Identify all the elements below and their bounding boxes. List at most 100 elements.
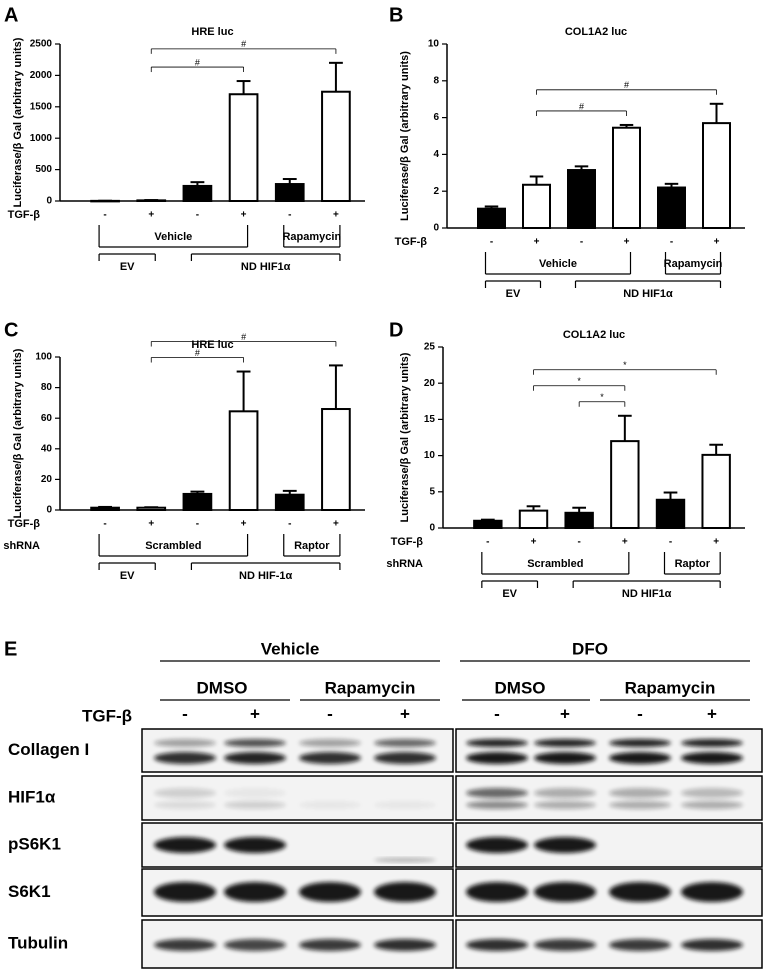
y-tick-label: 6 xyxy=(433,112,439,123)
row-label: TGF-β xyxy=(391,536,424,548)
x-tick-label: + xyxy=(622,537,628,548)
blot-band xyxy=(609,752,671,764)
bar xyxy=(518,509,549,529)
lane-label: + xyxy=(400,704,410,723)
y-tick-label: 0 xyxy=(429,523,435,534)
chart-title: HRE luc xyxy=(191,26,233,38)
blot-band xyxy=(374,939,436,951)
lane-label: + xyxy=(250,704,260,723)
bar xyxy=(274,183,305,203)
y-tick-label: 25 xyxy=(424,342,436,353)
group-label: Vehicle xyxy=(154,231,192,243)
group-label: EV xyxy=(120,570,135,582)
blot-band xyxy=(374,882,436,902)
blot-band xyxy=(466,801,528,809)
blot-band xyxy=(534,837,596,853)
y-tick-label: 0 xyxy=(46,505,52,516)
blot-band xyxy=(224,739,286,747)
y-tick-label: 8 xyxy=(433,75,439,86)
group-label: Raptor xyxy=(675,558,711,570)
x-tick-label: + xyxy=(714,237,720,248)
bar xyxy=(90,199,120,203)
significance-label: # xyxy=(195,348,200,358)
blot-band xyxy=(466,939,528,951)
x-tick-label: - xyxy=(196,210,199,221)
y-tick-label: 2000 xyxy=(30,70,53,81)
significance-label: * xyxy=(600,392,604,402)
treatment-label: Rapamycin xyxy=(325,678,416,697)
group-label: EV xyxy=(506,288,521,300)
y-axis-label: Luciferase/β Gal (arbitrary units) xyxy=(12,37,24,207)
blot-band xyxy=(154,939,216,951)
lane-label: + xyxy=(707,704,717,723)
group-label: Raptor xyxy=(294,540,330,552)
blot-band xyxy=(374,752,436,764)
blot-band xyxy=(534,739,596,747)
blot-band xyxy=(224,752,286,764)
bar xyxy=(136,199,167,202)
blot-band xyxy=(681,939,743,951)
y-tick-label: 0 xyxy=(433,223,439,234)
y-tick-label: 20 xyxy=(424,378,436,389)
row-label: TGF-β xyxy=(8,209,41,221)
y-tick-label: 10 xyxy=(424,450,436,461)
group-label: EV xyxy=(120,261,135,273)
blot-band xyxy=(299,939,361,951)
bar xyxy=(136,506,167,511)
blot-band xyxy=(609,882,671,902)
bar xyxy=(612,126,641,229)
row-label: TGF-β xyxy=(82,706,132,725)
bar xyxy=(228,410,259,511)
row-label: TGF-β xyxy=(395,236,428,248)
blot-band xyxy=(609,939,671,951)
significance-label: # xyxy=(195,57,200,67)
chart-title: COL1A2 luc xyxy=(565,26,627,38)
blot-band xyxy=(534,939,596,951)
y-tick-label: 100 xyxy=(35,352,52,363)
x-tick-label: - xyxy=(490,237,493,248)
y-tick-label: 5 xyxy=(429,486,435,497)
blot-band xyxy=(466,788,528,798)
condition-label: DFO xyxy=(572,639,608,658)
y-tick-label: 4 xyxy=(433,149,439,160)
x-tick-label: + xyxy=(713,537,719,548)
x-tick-label: - xyxy=(288,519,291,530)
y-tick-label: 0 xyxy=(46,196,52,207)
y-tick-label: 80 xyxy=(41,382,53,393)
bar xyxy=(702,122,731,229)
panel-label: B xyxy=(389,4,403,26)
protein-label: S6K1 xyxy=(8,882,51,901)
x-tick-label: - xyxy=(580,237,583,248)
y-tick-label: 40 xyxy=(41,443,53,454)
bar xyxy=(657,186,686,230)
bar xyxy=(274,493,305,512)
x-tick-label: + xyxy=(148,519,154,530)
x-tick-label: - xyxy=(670,237,673,248)
blot-band xyxy=(534,788,596,798)
protein-label: HIF1α xyxy=(8,787,56,806)
bar xyxy=(701,453,731,530)
y-axis-label: Luciferase/β Gal (arbitrary units) xyxy=(12,348,24,518)
blot-box xyxy=(141,728,454,773)
significance-label: * xyxy=(623,360,627,370)
y-tick-label: 20 xyxy=(41,474,53,485)
group-label: ND HIF1α xyxy=(623,288,673,300)
group-label: ND HIF1α xyxy=(241,261,291,273)
panel-label: A xyxy=(4,4,18,26)
blot-band xyxy=(609,788,671,798)
blot-band xyxy=(466,752,528,764)
blot-band xyxy=(534,752,596,764)
blot-band xyxy=(681,752,743,764)
bar xyxy=(522,183,551,229)
y-axis-label: Luciferase/β Gal (arbitrary units) xyxy=(399,352,411,522)
x-tick-label: - xyxy=(577,537,580,548)
x-tick-label: - xyxy=(196,519,199,530)
blot-band xyxy=(534,801,596,809)
significance-label: * xyxy=(577,376,581,386)
lane-label: - xyxy=(494,704,500,723)
condition-label: Vehicle xyxy=(261,639,320,658)
bar xyxy=(610,440,640,529)
bar xyxy=(655,498,686,530)
protein-label: Tubulin xyxy=(8,933,68,952)
